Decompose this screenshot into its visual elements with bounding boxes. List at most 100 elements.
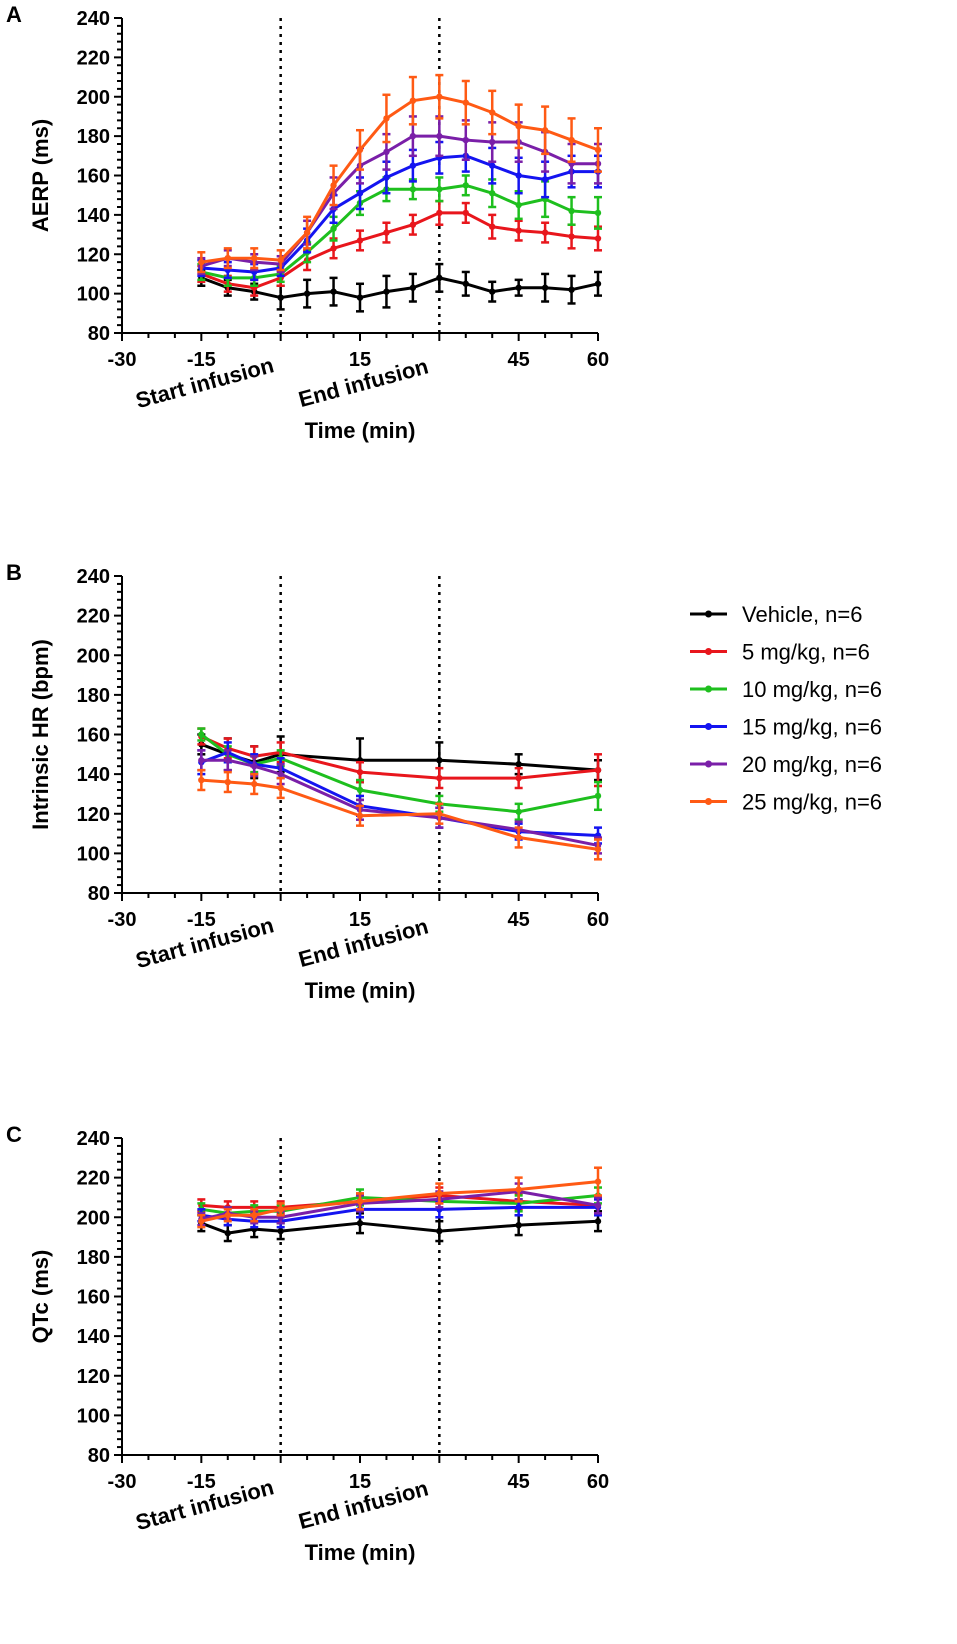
y-tick-label: 240	[77, 566, 110, 588]
y-tick-label: 220	[77, 1168, 110, 1190]
data-point	[594, 1178, 602, 1185]
y-axis-title: AERP (ms)	[28, 119, 53, 232]
data-point	[541, 127, 549, 134]
data-point	[515, 201, 522, 209]
legend-item: 5 mg/kg, n=6	[690, 640, 870, 665]
data-point	[330, 245, 337, 252]
axes	[114, 17, 599, 341]
data-point	[198, 1218, 205, 1225]
data-point	[489, 288, 496, 295]
data-point	[277, 256, 284, 264]
series-line	[201, 183, 599, 280]
series-25-mg/kg	[197, 768, 602, 861]
data-point	[251, 1212, 258, 1219]
x-tick-label: 60	[587, 909, 609, 931]
legend-label: Vehicle, n=6	[742, 602, 862, 627]
data-point	[436, 810, 443, 817]
series-line	[201, 95, 599, 264]
data-point	[462, 209, 469, 217]
y-tick-label: 180	[77, 685, 110, 707]
data-point	[409, 284, 417, 291]
series-line	[200, 1219, 599, 1235]
y-tick-label: 120	[77, 1366, 110, 1388]
data-point	[251, 254, 258, 262]
legend-label: 20 mg/kg, n=6	[742, 752, 882, 777]
data-point	[224, 757, 231, 764]
data-point	[356, 768, 364, 776]
series-line	[201, 154, 598, 274]
data-point	[462, 182, 469, 189]
y-tick-label: 80	[88, 883, 110, 905]
series-vehicle	[197, 262, 602, 313]
y-tick-label: 240	[77, 8, 110, 30]
data-point	[515, 1221, 522, 1229]
series-10-mg/kg	[197, 727, 602, 821]
x-tick-label: 15	[349, 909, 371, 931]
legend-item: 10 mg/kg, n=6	[690, 677, 882, 702]
data-point	[409, 221, 417, 228]
data-point	[462, 99, 469, 106]
y-tick-label: 180	[77, 126, 110, 148]
data-point	[515, 774, 522, 782]
data-point	[489, 138, 496, 146]
series-line	[201, 758, 599, 847]
y-tick-label: 200	[77, 87, 110, 109]
legend-item: Vehicle, n=6	[690, 602, 862, 627]
data-point	[568, 207, 575, 215]
y-tick-label: 160	[77, 1287, 110, 1309]
axes	[114, 575, 599, 901]
legend-item: 25 mg/kg, n=6	[690, 790, 882, 815]
data-point	[356, 190, 364, 197]
series-line	[201, 778, 599, 851]
data-point	[330, 182, 337, 189]
y-tick-label: 220	[77, 47, 110, 69]
data-point	[489, 162, 496, 169]
y-tick-label: 160	[77, 166, 110, 188]
panel-letter: C	[6, 1122, 22, 1147]
series-line	[201, 1180, 599, 1223]
data-point	[568, 233, 575, 240]
series-25-mg/kg	[197, 73, 602, 274]
data-point	[409, 97, 417, 104]
data-point	[198, 731, 205, 738]
data-point	[330, 288, 337, 295]
data-point	[198, 757, 205, 764]
data-point	[251, 780, 258, 788]
data-point	[251, 763, 258, 770]
legend-label: 10 mg/kg, n=6	[742, 677, 882, 702]
data-point	[277, 294, 284, 301]
x-tick-label: 15	[349, 349, 371, 371]
y-tick-label: 160	[77, 725, 110, 747]
data-point	[356, 146, 364, 154]
data-point	[541, 284, 549, 291]
data-point	[198, 776, 205, 784]
data-point	[356, 294, 364, 301]
y-tick-label: 100	[77, 284, 110, 306]
data-point	[277, 1227, 284, 1235]
data-point	[409, 162, 417, 169]
data-point	[356, 237, 364, 244]
data-point	[224, 1212, 231, 1219]
series-line	[200, 733, 599, 814]
x-tick-label: -15	[187, 1471, 216, 1493]
legend-item: 20 mg/kg, n=6	[690, 752, 882, 777]
data-point	[198, 258, 205, 266]
legend-swatch-marker	[705, 723, 712, 730]
data-point	[356, 1219, 364, 1227]
data-point	[515, 123, 522, 130]
data-point	[515, 808, 522, 815]
data-point	[277, 784, 284, 792]
legend-label: 15 mg/kg, n=6	[742, 715, 882, 740]
data-point	[489, 109, 496, 116]
data-point	[436, 774, 443, 782]
y-tick-label: 140	[77, 205, 110, 227]
legend-item: 15 mg/kg, n=6	[690, 715, 882, 740]
data-point	[594, 235, 602, 242]
data-point	[515, 834, 522, 841]
data-point	[462, 280, 469, 287]
data-point	[303, 290, 311, 297]
data-point	[515, 172, 522, 179]
series-line	[201, 1205, 598, 1223]
